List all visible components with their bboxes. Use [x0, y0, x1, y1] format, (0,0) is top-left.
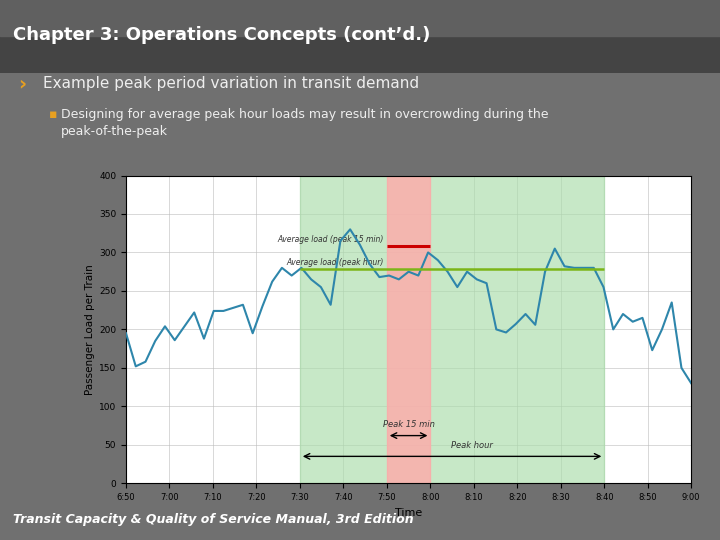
Text: Average load (peak 15 min): Average load (peak 15 min) — [278, 235, 384, 244]
X-axis label: Time: Time — [395, 508, 422, 517]
Text: Designing for average peak hour loads may result in overcrowding during the
peak: Designing for average peak hour loads ma… — [61, 108, 549, 138]
Text: Peak hour: Peak hour — [451, 441, 492, 450]
Text: ›: › — [18, 74, 26, 93]
Text: Peak 15 min: Peak 15 min — [382, 421, 435, 429]
Bar — [387, 176, 431, 483]
Text: Transit Capacity & Quality of Service Manual, 3rd Edition: Transit Capacity & Quality of Service Ma… — [13, 513, 413, 526]
Text: Average load (peak hour): Average load (peak hour) — [287, 258, 384, 267]
Bar — [0, 0, 720, 36]
Bar — [300, 176, 604, 483]
Bar — [0, 36, 720, 73]
Text: Chapter 3: Operations Concepts (cont’d.): Chapter 3: Operations Concepts (cont’d.) — [13, 26, 431, 44]
Text: ▪: ▪ — [49, 108, 58, 121]
Text: Example peak period variation in transit demand: Example peak period variation in transit… — [43, 76, 419, 91]
Y-axis label: Passenger Load per Train: Passenger Load per Train — [85, 264, 95, 395]
